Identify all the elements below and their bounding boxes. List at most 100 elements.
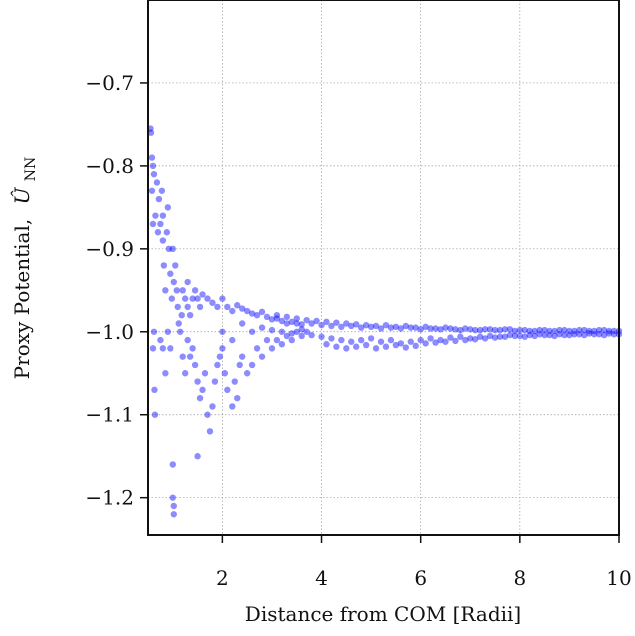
- data-point: [162, 370, 169, 377]
- y-axis-label-prefix: Proxy Potential,: [10, 219, 34, 380]
- data-point: [162, 287, 169, 294]
- data-point: [201, 370, 209, 377]
- data-point: [170, 278, 177, 286]
- data-point: [516, 332, 524, 340]
- data-point: [377, 325, 385, 332]
- data-point: [263, 336, 271, 344]
- data-point: [377, 338, 385, 345]
- data-point: [199, 386, 206, 394]
- data-point: [561, 331, 568, 339]
- data-point: [422, 323, 429, 331]
- y-axis-label: Proxy Potential, Û NN: [9, 157, 39, 380]
- data-point: [417, 336, 424, 344]
- data-point: [268, 316, 276, 323]
- data-point: [367, 335, 375, 342]
- data-point: [194, 378, 201, 385]
- data-point: [224, 303, 231, 311]
- data-point: [427, 335, 434, 342]
- data-point: [148, 154, 156, 161]
- data-point: [581, 326, 588, 334]
- data-point: [541, 331, 548, 339]
- data-point: [506, 326, 514, 333]
- data-point: [169, 494, 176, 501]
- y-axis-ticks: −0.7 −0.8 −0.9 −1.0 −1.1 −1.2: [85, 71, 148, 510]
- data-point: [605, 327, 613, 335]
- data-point: [268, 345, 276, 352]
- data-point: [273, 336, 281, 344]
- data-point: [476, 333, 484, 340]
- data-point: [196, 394, 204, 402]
- data-point: [288, 336, 295, 344]
- data-point: [437, 326, 444, 333]
- plot-border: [147, 0, 620, 536]
- data-point: [258, 324, 266, 331]
- data-point: [467, 335, 474, 342]
- data-point: [397, 340, 405, 347]
- data-point: [457, 333, 464, 340]
- data-point: [566, 327, 573, 335]
- data-point: [153, 179, 161, 186]
- data-point: [150, 170, 158, 178]
- data-point: [253, 345, 261, 352]
- data-point: [258, 353, 266, 360]
- data-point: [422, 340, 429, 347]
- y-tick-label: −1.0: [85, 320, 134, 344]
- data-point: [501, 326, 509, 333]
- data-point: [151, 411, 159, 418]
- data-point: [239, 305, 246, 312]
- data-point: [551, 332, 558, 340]
- data-point: [308, 320, 315, 327]
- data-point: [184, 303, 191, 311]
- data-point: [323, 341, 330, 348]
- data-point: [229, 307, 236, 315]
- data-point: [313, 317, 320, 325]
- data-point: [168, 295, 175, 302]
- data-point: [186, 353, 194, 360]
- data-point: [204, 411, 211, 418]
- data-point: [362, 321, 370, 329]
- data-point: [318, 333, 325, 340]
- data-point: [214, 303, 221, 311]
- data-points: [147, 125, 623, 518]
- data-point: [586, 330, 593, 337]
- data-point: [253, 311, 261, 319]
- data-point: [526, 327, 533, 335]
- data-point: [234, 394, 241, 402]
- data-point: [150, 328, 158, 335]
- data-point: [278, 341, 286, 348]
- data-point: [442, 338, 449, 345]
- x-axis-ticks: 2 4 6 8 10: [216, 535, 632, 590]
- data-point: [328, 335, 335, 342]
- data-point: [170, 511, 177, 518]
- plot-frame: [147, 0, 620, 536]
- data-point: [576, 326, 583, 334]
- data-point: [239, 320, 246, 327]
- x-tick-label: 8: [513, 566, 526, 590]
- data-point: [392, 341, 400, 349]
- data-point: [586, 327, 593, 335]
- data-point: [216, 353, 224, 360]
- data-point: [308, 331, 315, 339]
- data-point: [511, 332, 519, 340]
- data-point: [214, 361, 221, 369]
- data-point: [481, 335, 489, 342]
- data-point: [595, 326, 603, 334]
- data-point: [158, 187, 166, 194]
- data-point: [506, 331, 514, 339]
- data-point: [184, 336, 191, 344]
- data-point: [348, 338, 355, 345]
- data-point: [591, 327, 598, 335]
- data-point: [318, 321, 325, 329]
- data-point: [155, 195, 163, 203]
- data-point: [186, 311, 194, 319]
- data-point: [348, 322, 355, 330]
- x-tick-label: 10: [606, 566, 631, 590]
- x-tick-label: 4: [315, 566, 328, 590]
- data-point: [481, 326, 489, 333]
- data-point: [181, 295, 189, 302]
- data-point: [447, 325, 454, 332]
- data-point: [412, 324, 419, 331]
- data-point: [328, 322, 335, 330]
- data-point: [167, 345, 174, 352]
